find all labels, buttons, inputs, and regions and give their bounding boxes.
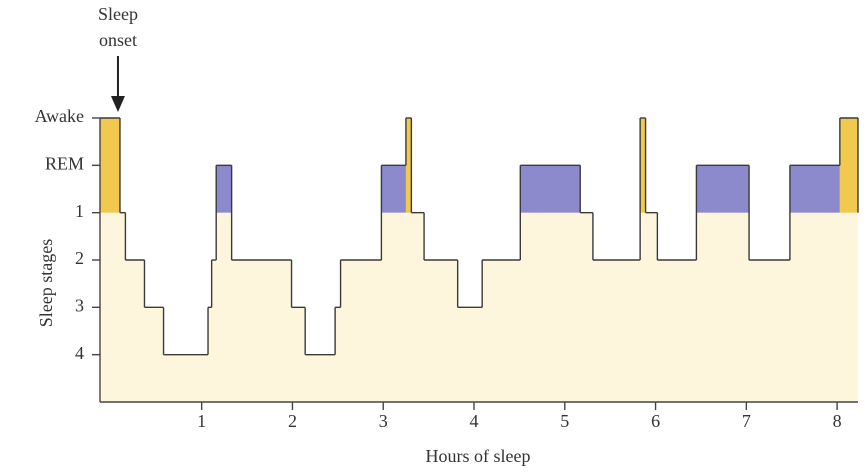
y-tick-label: 4: [75, 343, 84, 363]
rem-block: [381, 165, 406, 213]
y-tick-label: 3: [75, 295, 84, 315]
y-tick-label: Awake: [35, 106, 84, 126]
x-tick-label: 3: [379, 411, 388, 431]
awake-block: [405, 118, 412, 213]
x-tick-label: 5: [560, 411, 569, 431]
rem-block: [789, 165, 840, 213]
x-tick-label: 1: [197, 411, 206, 431]
x-tick-label: 4: [470, 411, 479, 431]
rem-block: [216, 165, 232, 213]
x-tick-label: 6: [651, 411, 660, 431]
annotation-arrow-head: [110, 96, 125, 112]
x-axis-label: Hours of sleep: [426, 446, 531, 466]
x-tick-label: 8: [833, 411, 842, 431]
y-tick-label: REM: [45, 153, 84, 173]
y-tick-label: 2: [75, 248, 84, 268]
awake-block: [839, 118, 858, 213]
awake-block: [100, 118, 120, 213]
annotation: onset: [99, 30, 137, 50]
y-tick-label: 1: [75, 201, 84, 221]
y-axis-label: Sleep stages: [36, 239, 56, 327]
x-tick-label: 2: [288, 411, 297, 431]
awake-block: [640, 118, 646, 213]
x-tick-label: 7: [742, 411, 751, 431]
rem-block: [696, 165, 750, 213]
rem-block: [520, 165, 581, 213]
annotation: Sleep: [98, 4, 138, 24]
